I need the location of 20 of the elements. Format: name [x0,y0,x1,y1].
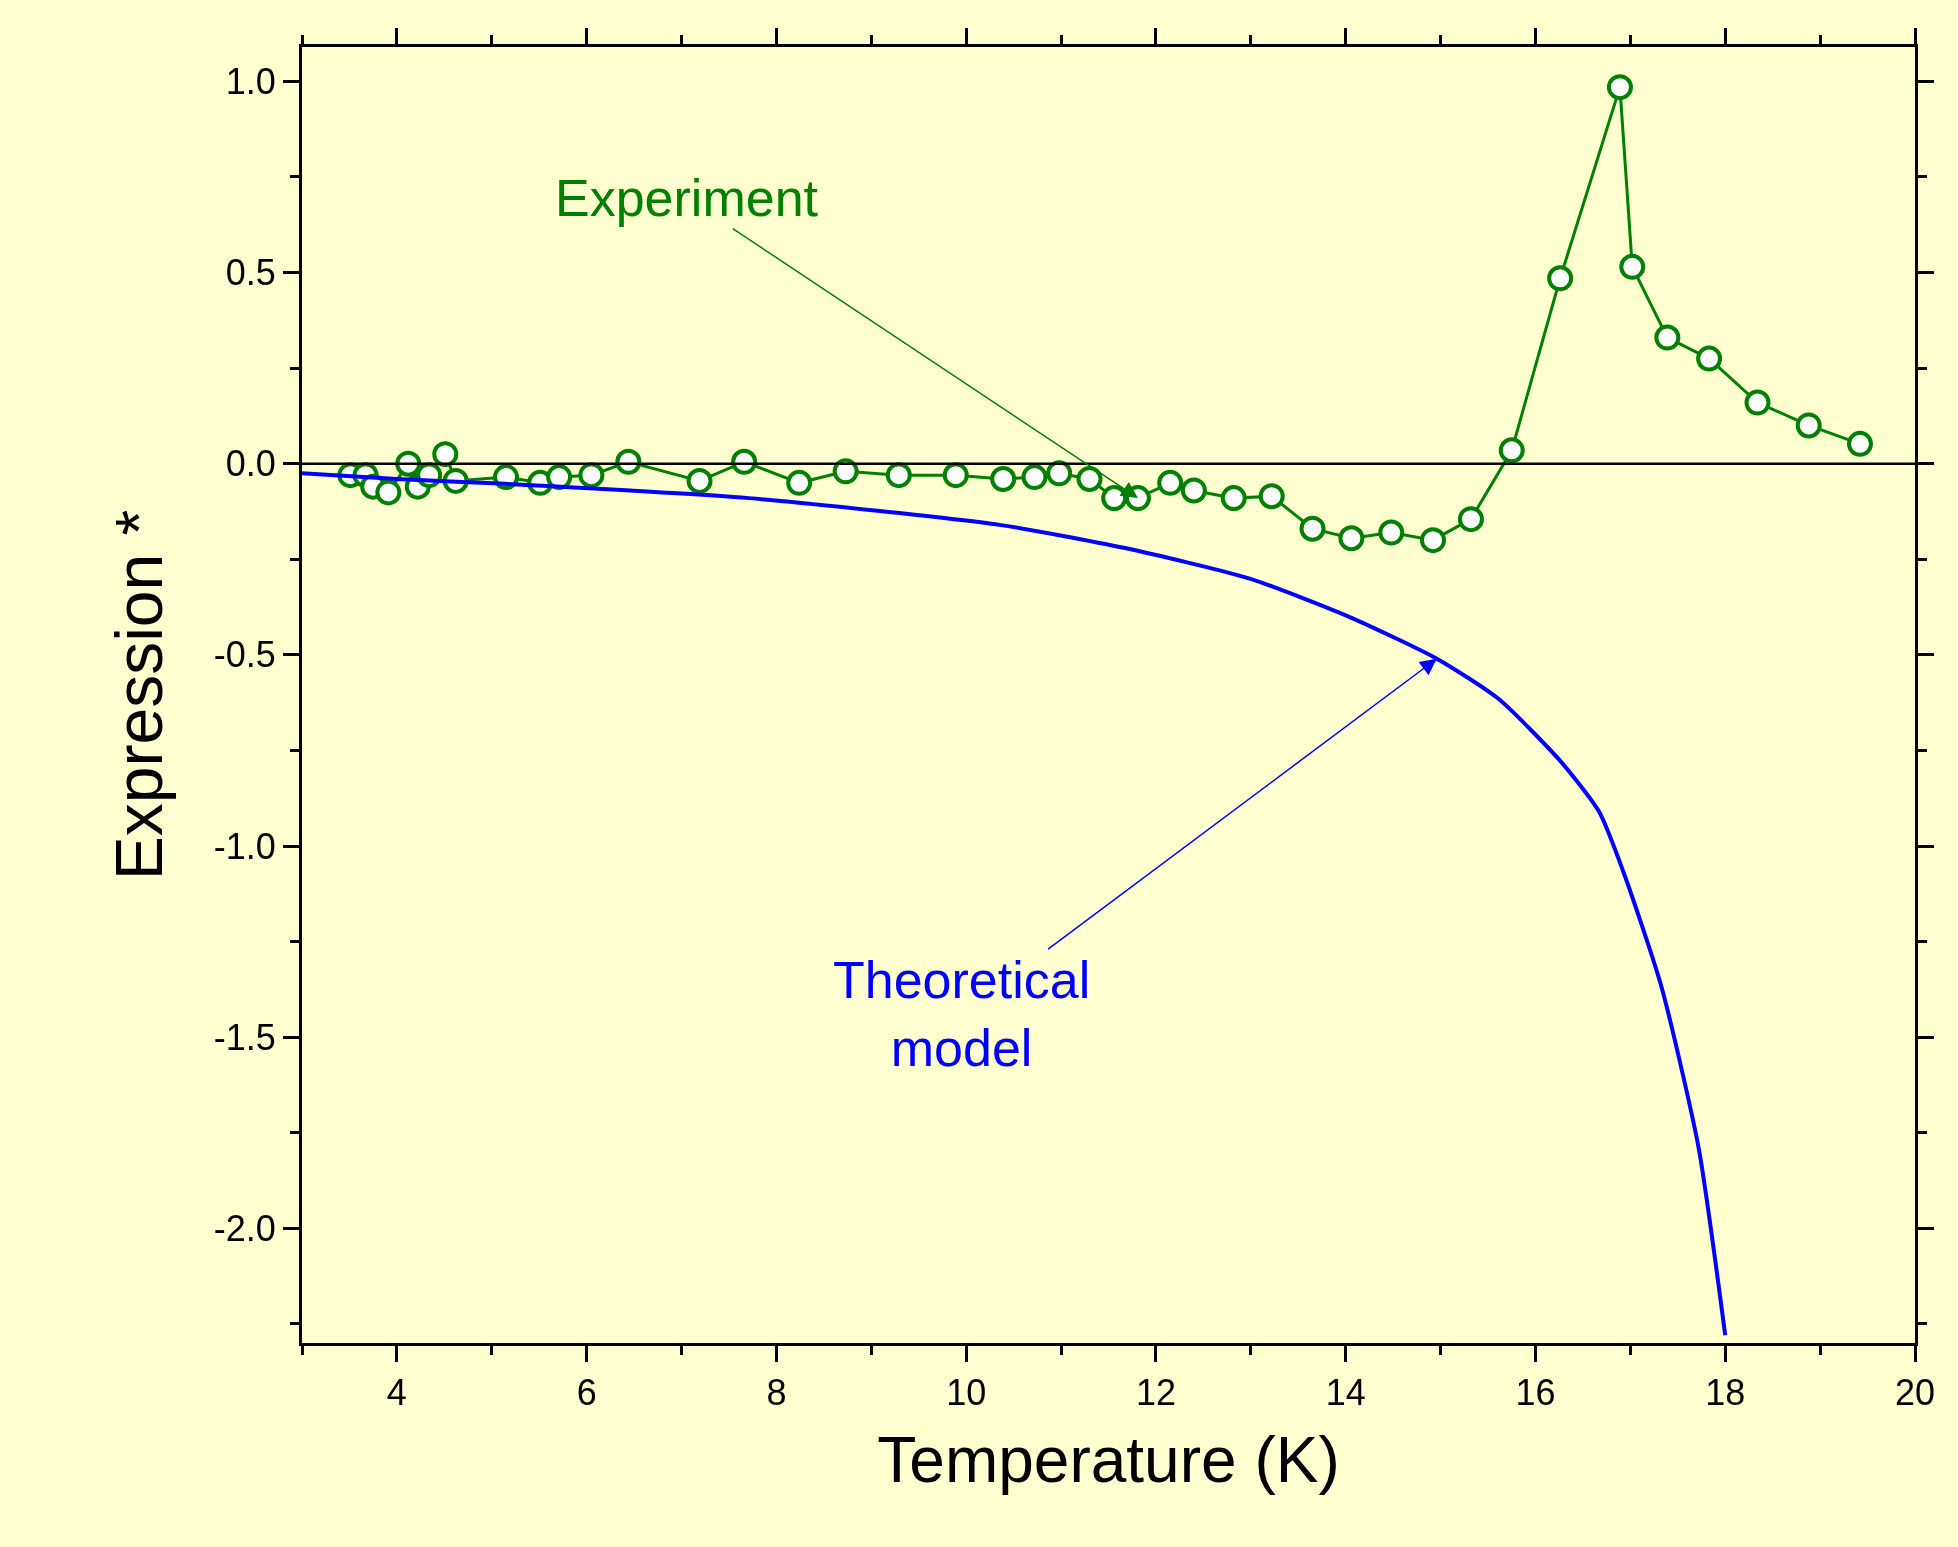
y-tick-label: -0.5 [213,634,276,676]
x-tick-label: 20 [1894,1372,1936,1414]
annotation: Theoretical model [833,951,1091,1077]
y-tick-label: 0.5 [225,252,276,294]
y-tick-label: -1.5 [213,1016,276,1058]
x-tick-label: 14 [1325,1372,1366,1414]
y-tick-label: 0.0 [225,443,276,485]
x-tick-label: 18 [1705,1372,1746,1414]
x-axis-title: Temperature (K) [877,1423,1340,1496]
x-tick-label: 6 [576,1372,597,1414]
y-tick-label: 1.0 [225,61,276,103]
x-tick-label: 4 [386,1372,407,1414]
x-tick-label: 8 [766,1372,787,1414]
x-tick-label: 10 [946,1372,987,1414]
y-tick-label: -2.0 [213,1207,276,1249]
x-tick-label: 12 [1135,1372,1176,1414]
y-tick-label: -1.0 [213,825,276,867]
y-axis-title: Expression * [102,509,177,881]
annotation: Experiment [555,169,819,227]
x-tick-label: 16 [1515,1372,1556,1414]
